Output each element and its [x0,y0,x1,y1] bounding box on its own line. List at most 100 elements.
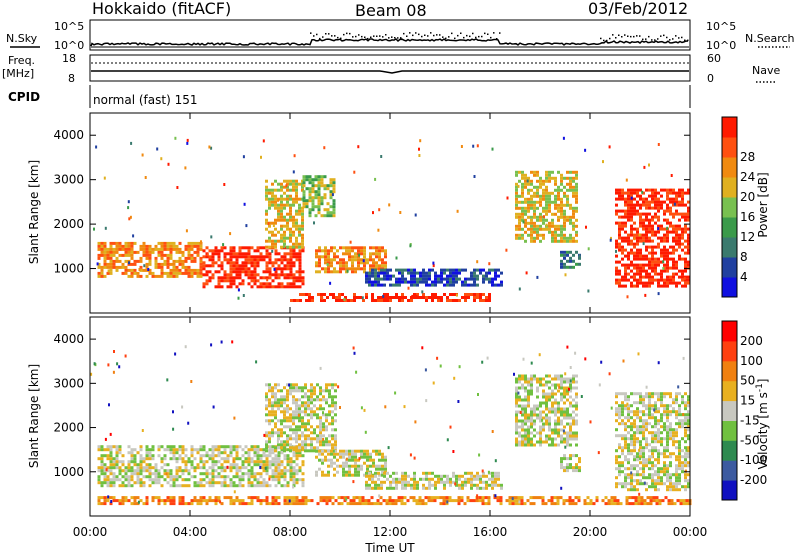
heatmap-cell-1-0 [226,460,230,464]
heatmap-cell-1-0 [178,445,182,449]
heatmap-cell-1-3 [431,483,434,487]
heatmap-cell-1-5 [542,425,545,429]
heatmap-cell-0-1 [238,273,242,277]
heatmap-cell-0-7 [557,239,560,243]
heatmap-cell-0-9 [663,233,666,237]
heatmap-cell-0-9 [687,281,690,285]
heatmap-cell-0-4 [363,246,366,250]
heatmap-cell-1-1 [268,401,271,405]
heatmap-cell-0-1 [247,261,251,265]
heatmap-cell-0-7 [530,233,533,237]
heatmap-cell-1-0 [223,460,227,464]
heatmap-cell-0-5 [377,271,380,275]
heatmap-cell-1-0 [103,469,107,473]
heatmap-cell-0-4 [378,267,381,271]
heatmap-cell-1-4 [394,502,398,506]
heatmap-cell-1-5 [575,374,578,378]
heatmap-cell-1-7 [615,407,618,411]
heatmap-cell-1-7 [633,413,636,417]
heatmap-cell-0-1 [202,267,206,271]
heatmap-cell-0-0 [112,241,116,245]
heatmap-cell-0-7 [551,170,554,174]
heatmap-cell-0-7 [527,188,530,192]
heatmap-cell-1-5 [527,377,530,381]
heatmap-cell-1-0 [217,472,221,476]
heatmap-cell-1-0 [289,469,293,473]
heatmap-cell-0-9 [675,263,678,267]
heatmap-cell-1-0 [253,451,257,455]
heatmap-cell-0-9 [687,275,690,279]
heatmap-cell-0-5 [395,277,398,281]
heatmap-cell-1-7 [654,473,657,477]
heatmap-cell-0-5 [377,277,380,281]
heatmap-cell-0-5 [368,274,371,278]
heatmap-cell-0-1 [208,258,212,262]
heatmap-cell-1-6 [560,466,563,470]
heatmap-cell-0-5 [398,280,401,284]
heatmap-cell-1-0 [286,454,290,458]
heatmap-cell-0-7 [527,215,530,219]
heatmap-cell-0-9 [672,275,675,279]
heatmap-cell-0-3 [323,184,327,188]
heatmap-cell-1-1 [319,416,322,420]
heatmap-cell-1-4 [568,502,572,506]
heatmap-cell-0-1 [235,270,239,274]
heatmap-cell-0-4 [354,258,357,262]
heatmap-cell-1-5 [566,422,569,426]
scatter-cell-0 [473,175,476,178]
heatmap-cell-0-7 [542,221,545,225]
heatmap-cell-1-7 [627,407,630,411]
heatmap-cell-1-7 [663,452,666,456]
nsearch-dot [463,36,465,39]
heatmap-cell-0-2 [289,239,292,243]
heatmap-cell-0-3 [329,211,333,215]
heatmap-cell-0-5 [428,274,431,278]
nsearch-dot [433,34,435,37]
heatmap-cell-0-7 [518,215,521,219]
heatmap-cell-0-1 [262,285,266,289]
heatmap-cell-1-4 [589,502,593,506]
heatmap-cell-0-4 [378,264,381,268]
scatter-cell-0 [525,271,528,275]
heatmap-cell-0-8 [566,253,569,257]
heatmap-cell-1-0 [214,448,218,452]
heatmap-cell-0-1 [253,270,257,274]
heatmap-cell-1-4 [265,496,269,500]
heatmap-cell-0-0 [196,244,200,248]
heatmap-cell-0-2 [289,212,292,216]
heatmap-cell-1-0 [127,469,131,473]
heatmap-cell-0-9 [642,263,645,267]
heatmap-cell-0-0 [175,259,179,263]
heatmap-cell-1-7 [672,488,675,492]
heatmap-cell-1-7 [645,443,648,447]
heatmap-cell-1-5 [545,395,548,399]
heatmap-cell-1-0 [226,445,230,449]
heatmap-cell-0-0 [178,262,182,266]
heatmap-cell-0-0 [163,247,167,251]
heatmap-cell-0-7 [548,179,551,183]
heatmap-cell-1-4 [616,499,620,503]
heatmap-cell-0-0 [103,247,107,251]
heatmap-cell-0-7 [521,182,524,186]
heatmap-cell-1-1 [310,392,313,396]
heatmap-cell-1-7 [618,470,621,474]
heatmap-cell-1-3 [440,477,443,481]
heatmap-cell-0-5 [383,271,386,275]
heatmap-cell-1-4 [430,499,434,503]
heatmap-cell-1-2 [360,464,363,468]
heatmap-cell-1-0 [205,472,209,476]
heatmap-cell-0-7 [539,233,542,237]
heatmap-cell-1-4 [445,496,449,500]
heatmap-cell-0-9 [651,218,654,222]
heatmap-cell-0-2 [274,197,277,201]
heatmap-cell-0-1 [205,273,209,277]
heatmap-cell-1-4 [196,499,200,503]
heatmap-cell-0-9 [681,242,684,246]
heatmap-cell-0-6 [344,296,347,299]
heatmap-cell-1-7 [636,455,639,459]
heatmap-cell-1-0 [130,484,134,488]
heatmap-cell-0-0 [154,259,158,263]
heatmap-cell-0-6 [422,293,425,296]
heatmap-cell-1-4 [613,496,617,500]
heatmap-cell-1-0 [217,466,221,470]
